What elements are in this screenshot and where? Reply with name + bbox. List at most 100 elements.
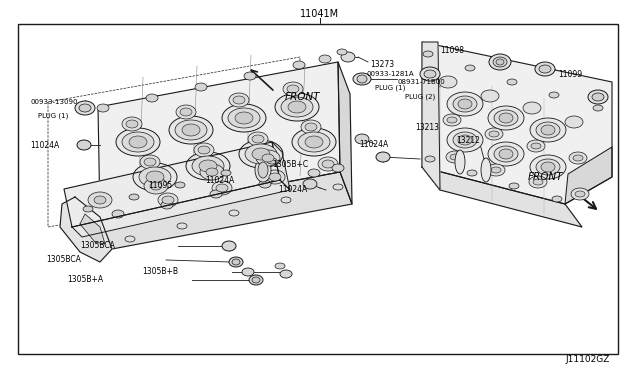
Text: 11095: 11095: [148, 180, 172, 189]
Text: PLUG (1): PLUG (1): [38, 113, 68, 119]
Ellipse shape: [439, 76, 457, 88]
Polygon shape: [422, 167, 582, 227]
Ellipse shape: [146, 94, 158, 102]
Ellipse shape: [447, 92, 483, 116]
Ellipse shape: [494, 110, 518, 126]
Ellipse shape: [267, 158, 277, 164]
Ellipse shape: [318, 157, 338, 171]
Text: PLUG (1): PLUG (1): [375, 85, 405, 91]
Ellipse shape: [453, 96, 477, 112]
Ellipse shape: [252, 135, 264, 143]
Ellipse shape: [199, 160, 217, 172]
Ellipse shape: [593, 105, 603, 111]
Ellipse shape: [206, 168, 218, 176]
Ellipse shape: [569, 152, 587, 164]
Polygon shape: [60, 197, 112, 262]
Ellipse shape: [337, 49, 347, 55]
Ellipse shape: [319, 55, 331, 63]
Ellipse shape: [446, 151, 464, 163]
Text: J11102GZ: J11102GZ: [566, 356, 610, 365]
Ellipse shape: [292, 128, 336, 156]
Text: 1305B+C: 1305B+C: [272, 160, 308, 169]
Bar: [18, 24, 618, 354]
Ellipse shape: [222, 241, 236, 251]
Ellipse shape: [496, 59, 504, 65]
Text: 1305BCA: 1305BCA: [80, 241, 115, 250]
Ellipse shape: [256, 150, 280, 166]
Ellipse shape: [122, 132, 154, 152]
Ellipse shape: [258, 162, 268, 178]
Ellipse shape: [465, 65, 475, 71]
Ellipse shape: [447, 128, 483, 152]
Ellipse shape: [571, 188, 589, 200]
Ellipse shape: [150, 182, 162, 190]
Ellipse shape: [539, 65, 551, 73]
Text: 11024A: 11024A: [30, 141, 60, 150]
Polygon shape: [338, 62, 352, 204]
Ellipse shape: [244, 72, 256, 80]
Ellipse shape: [94, 196, 106, 204]
Ellipse shape: [301, 120, 321, 134]
Ellipse shape: [242, 268, 254, 276]
Ellipse shape: [458, 135, 472, 145]
Ellipse shape: [450, 154, 460, 160]
Ellipse shape: [245, 144, 277, 164]
Ellipse shape: [77, 140, 91, 150]
Ellipse shape: [229, 257, 243, 267]
Ellipse shape: [536, 159, 560, 175]
Ellipse shape: [305, 123, 317, 131]
Ellipse shape: [262, 154, 274, 162]
Ellipse shape: [488, 142, 524, 166]
Ellipse shape: [573, 155, 583, 161]
Ellipse shape: [531, 143, 541, 149]
Text: FRONT: FRONT: [528, 172, 563, 182]
Ellipse shape: [112, 210, 124, 218]
Ellipse shape: [144, 158, 156, 166]
Ellipse shape: [588, 90, 608, 104]
Ellipse shape: [255, 158, 271, 182]
Ellipse shape: [424, 70, 436, 78]
Ellipse shape: [533, 179, 543, 185]
Ellipse shape: [88, 192, 112, 208]
Polygon shape: [64, 142, 280, 227]
Ellipse shape: [467, 170, 477, 176]
Ellipse shape: [210, 190, 222, 198]
Ellipse shape: [565, 116, 583, 128]
Ellipse shape: [129, 136, 147, 148]
Ellipse shape: [494, 146, 518, 162]
Polygon shape: [565, 147, 612, 204]
Ellipse shape: [298, 132, 330, 152]
Ellipse shape: [97, 104, 109, 112]
Ellipse shape: [139, 167, 171, 187]
Ellipse shape: [122, 117, 142, 131]
Ellipse shape: [509, 183, 519, 189]
Ellipse shape: [232, 259, 240, 265]
Ellipse shape: [308, 169, 320, 177]
Text: 00933-1281A: 00933-1281A: [367, 71, 415, 77]
Ellipse shape: [233, 96, 245, 104]
Ellipse shape: [499, 113, 513, 123]
Ellipse shape: [195, 83, 207, 91]
Ellipse shape: [530, 155, 566, 179]
Ellipse shape: [552, 196, 562, 202]
Ellipse shape: [283, 82, 303, 96]
Ellipse shape: [83, 206, 93, 212]
Ellipse shape: [455, 150, 465, 174]
Ellipse shape: [79, 104, 91, 112]
Ellipse shape: [293, 61, 305, 69]
Ellipse shape: [144, 178, 168, 194]
Ellipse shape: [269, 173, 281, 181]
Ellipse shape: [303, 179, 317, 189]
Text: 11099: 11099: [558, 70, 582, 78]
Ellipse shape: [133, 163, 177, 191]
Ellipse shape: [216, 184, 228, 192]
Ellipse shape: [333, 184, 343, 190]
Ellipse shape: [248, 132, 268, 146]
Ellipse shape: [447, 117, 457, 123]
Polygon shape: [80, 214, 105, 244]
Ellipse shape: [175, 120, 207, 140]
Ellipse shape: [488, 106, 524, 130]
Ellipse shape: [592, 93, 604, 101]
Ellipse shape: [116, 128, 160, 156]
Ellipse shape: [481, 90, 499, 102]
